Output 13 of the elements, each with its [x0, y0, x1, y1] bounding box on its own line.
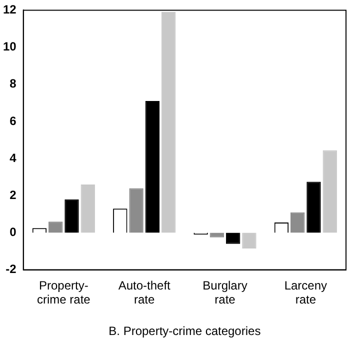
y-tick-label: 12: [2, 2, 17, 17]
x-tick-label: Auto-theft rate: [118, 278, 172, 307]
y-tick-label: 6: [10, 114, 17, 128]
y-tick-label: -2: [6, 262, 17, 276]
x-tick-label: Burglary rate: [202, 278, 248, 307]
y-tick-label: 2: [10, 188, 17, 202]
y-tick-label: 8: [10, 76, 17, 91]
y-tick-label: 4: [10, 150, 17, 165]
x-axis-title: B. Property-crime categories: [108, 324, 261, 338]
y-tick-label: 0: [10, 225, 17, 240]
y-tick-label: 10: [2, 40, 17, 54]
x-tick-label: Property-crime rate: [37, 278, 91, 307]
x-tick-label: Larceny rate: [284, 278, 328, 307]
